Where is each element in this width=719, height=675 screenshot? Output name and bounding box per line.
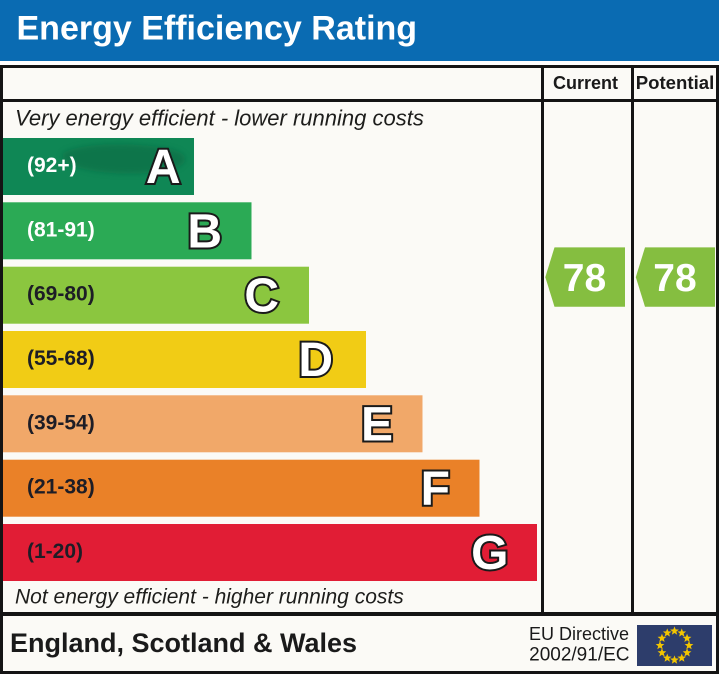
svg-text:A: A <box>146 141 181 194</box>
svg-text:B: B <box>187 205 222 258</box>
svg-text:(81-91): (81-91) <box>27 218 95 241</box>
svg-text:D: D <box>298 334 333 387</box>
svg-text:(69-80): (69-80) <box>27 283 95 306</box>
svg-text:England, Scotland & Wales: England, Scotland & Wales <box>10 628 357 658</box>
svg-text:78: 78 <box>653 257 696 300</box>
svg-text:F: F <box>421 463 450 516</box>
svg-text:Very energy efficient - lower: Very energy efficient - lower running co… <box>15 106 424 131</box>
svg-text:C: C <box>244 270 279 323</box>
svg-text:E: E <box>361 398 393 451</box>
svg-text:Current: Current <box>553 73 618 93</box>
svg-text:(92+): (92+) <box>27 154 77 177</box>
svg-text:Energy Efficiency Rating: Energy Efficiency Rating <box>17 10 418 48</box>
svg-text:(39-54): (39-54) <box>27 411 95 434</box>
svg-text:78: 78 <box>563 257 606 300</box>
svg-text:Potential: Potential <box>636 72 715 93</box>
svg-text:2002/91/EC: 2002/91/EC <box>529 645 629 666</box>
svg-text:Not energy efficient - higher: Not energy efficient - higher running co… <box>15 586 404 609</box>
svg-text:(1-20): (1-20) <box>27 540 83 563</box>
svg-text:EU Directive: EU Directive <box>529 624 629 644</box>
svg-text:G: G <box>471 527 508 580</box>
svg-text:(21-38): (21-38) <box>27 476 95 499</box>
svg-text:(55-68): (55-68) <box>27 347 95 370</box>
